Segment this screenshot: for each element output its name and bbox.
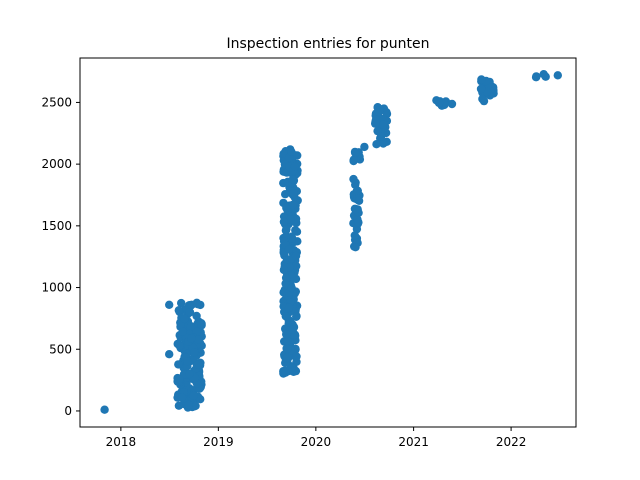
data-point: [292, 312, 301, 321]
data-point: [287, 234, 296, 243]
data-point: [284, 245, 294, 254]
data-point: [353, 186, 362, 195]
data-point: [190, 348, 199, 357]
data-point: [292, 352, 301, 361]
data-point: [287, 363, 296, 373]
data-point: [183, 357, 192, 366]
data-point: [349, 174, 358, 184]
data-point: [281, 273, 291, 282]
data-point: [372, 140, 381, 149]
data-point: [290, 162, 299, 171]
data-point: [281, 312, 290, 321]
data-point: [279, 265, 289, 275]
data-point: [287, 147, 296, 156]
data-point: [374, 107, 384, 117]
data-point: [174, 401, 184, 410]
data-point: [283, 336, 292, 346]
data-point: [284, 303, 294, 313]
data-point: [279, 367, 288, 376]
data-point: [197, 320, 206, 330]
data-point: [186, 322, 196, 331]
data-points: [100, 70, 562, 414]
data-point: [279, 217, 289, 226]
y-tick-label: 2500: [41, 95, 72, 109]
data-point: [165, 350, 174, 359]
data-point: [371, 119, 380, 128]
data-point: [379, 139, 388, 148]
data-point: [477, 75, 486, 84]
data-point: [478, 94, 487, 104]
data-point: [194, 335, 203, 344]
x-tick-label: 2020: [301, 435, 332, 449]
data-point: [476, 84, 486, 94]
chart-title: Inspection entries for punten: [226, 36, 429, 52]
data-point: [553, 71, 562, 80]
data-point: [379, 120, 388, 129]
y-tick-label: 0: [64, 404, 72, 418]
data-point: [287, 283, 296, 293]
y-tick-label: 1000: [41, 281, 72, 295]
data-point: [283, 344, 292, 353]
data-point: [288, 325, 297, 334]
x-tick-label: 2018: [106, 435, 137, 449]
data-point: [354, 196, 364, 205]
data-point: [354, 218, 363, 227]
data-point: [376, 132, 386, 141]
data-point: [351, 243, 360, 252]
data-point: [291, 251, 301, 261]
data-point: [531, 73, 541, 82]
data-point: [360, 142, 369, 152]
data-point: [288, 200, 297, 210]
data-point: [165, 300, 174, 309]
data-point: [282, 224, 291, 234]
data-point: [447, 99, 457, 109]
data-point: [180, 314, 189, 324]
data-point: [177, 393, 187, 402]
data-point: [185, 308, 194, 317]
data-point: [434, 98, 444, 108]
data-point: [286, 215, 295, 224]
data-point: [351, 204, 360, 214]
data-point: [350, 231, 359, 240]
data-point: [175, 341, 184, 350]
y-tick-label: 500: [49, 342, 72, 356]
x-tick-label: 2019: [203, 435, 234, 449]
x-tick-label: 2021: [398, 435, 429, 449]
data-point: [382, 108, 391, 117]
data-point: [184, 400, 193, 410]
data-point: [283, 353, 292, 362]
data-point: [289, 189, 298, 198]
data-point: [193, 300, 202, 309]
data-point: [292, 261, 301, 271]
y-tick-label: 1500: [41, 219, 72, 233]
data-point: [100, 405, 109, 414]
data-point: [281, 190, 290, 199]
data-point: [282, 330, 291, 339]
data-point: [282, 203, 291, 213]
data-point: [187, 334, 196, 343]
data-point: [349, 155, 358, 164]
data-point: [541, 72, 550, 81]
data-point: [177, 298, 186, 308]
data-point: [193, 360, 203, 369]
data-point: [174, 360, 183, 369]
data-point: [174, 306, 183, 315]
data-point: [196, 395, 205, 404]
data-point: [191, 401, 200, 410]
y-axis: 0 500 1000 1500 2000 2500: [41, 95, 80, 418]
data-point: [189, 391, 198, 400]
data-point: [175, 374, 184, 384]
data-point: [178, 327, 187, 336]
data-point: [288, 175, 297, 184]
data-point: [185, 369, 194, 379]
x-axis: 2018 2019 2020 2021 2022: [106, 427, 527, 449]
data-point: [351, 148, 360, 157]
x-tick-label: 2022: [496, 435, 527, 449]
data-point: [292, 227, 302, 236]
y-tick-label: 2000: [41, 157, 72, 171]
plot-frame: [79, 57, 577, 428]
